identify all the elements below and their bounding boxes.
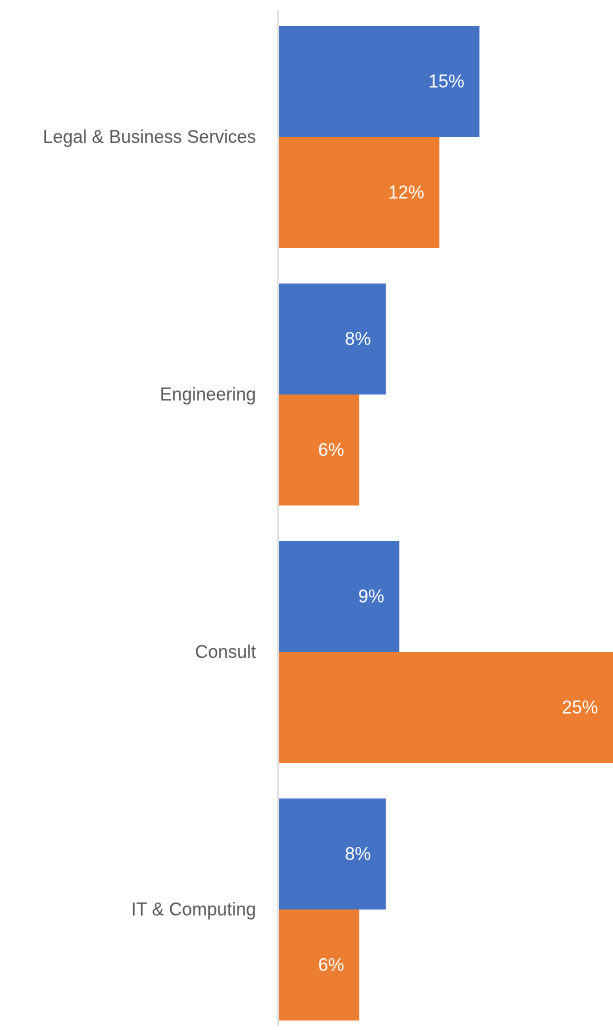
bar-series-2 [279,137,440,248]
category-label: Consult [195,642,256,662]
data-label: 12% [388,183,424,203]
data-label: 25% [562,698,598,718]
bar-series-1 [279,798,386,910]
data-label: 8% [345,844,371,864]
bar-series-2 [279,652,613,763]
bar-series-1 [279,283,386,395]
bar-series-2 [279,909,360,1021]
bar-series-1 [279,26,480,137]
labels-layer: Legal & Business Services 15% 12% Engineeri… [43,72,598,976]
data-label: 15% [428,72,464,92]
bar-series-1 [279,541,400,652]
data-label: 9% [358,587,384,607]
data-label: 6% [318,440,344,460]
category-label: Engineering [160,385,256,405]
bar-series-2 [279,394,360,506]
category-label: IT & Computing [131,900,256,920]
data-label: 6% [318,955,344,975]
bars-layer [279,26,613,1021]
data-label: 8% [345,329,371,349]
category-label: Legal & Business Services [43,127,256,147]
